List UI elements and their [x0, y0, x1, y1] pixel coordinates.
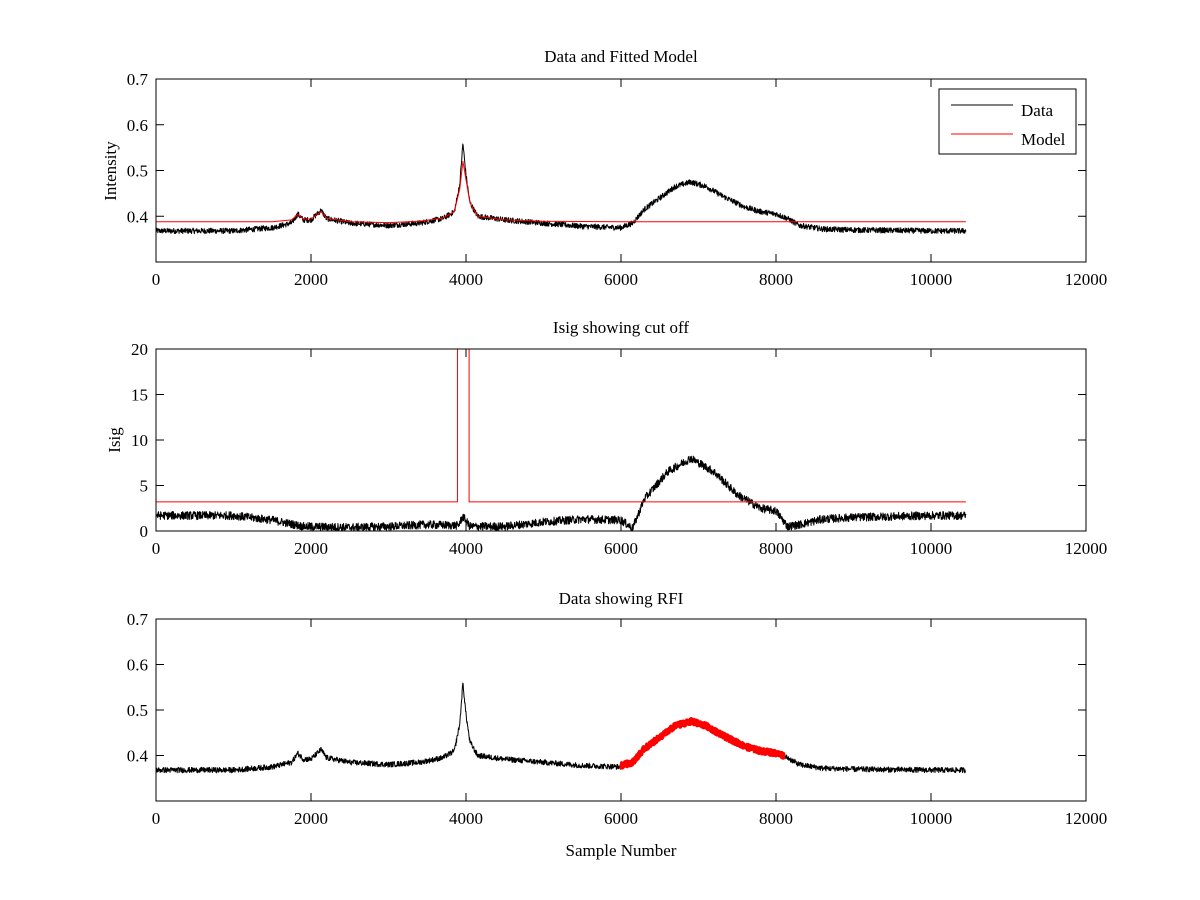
series-line-series-1 [619, 717, 786, 770]
y-tick-label: 0.4 [127, 207, 149, 226]
x-axis-label: Sample Number [566, 841, 677, 860]
y-tick-label: 10 [131, 431, 148, 450]
series-line-model [156, 160, 966, 224]
axis-layer: 0 2000 4000 6000 8000 10000 12000 0.4 0.5 0.6 0.7 [127, 70, 1108, 289]
series-line-data [156, 143, 967, 235]
y-tick-label: 0.4 [127, 747, 149, 766]
x-tick-label: 0 [152, 270, 161, 289]
y-axis-label: Isig [105, 427, 124, 453]
x-tick-label: 12000 [1065, 809, 1108, 828]
x-tick-label: 4000 [449, 809, 483, 828]
x-tick-label: 2000 [294, 270, 328, 289]
panel-data-and-fitted-model: Data and Fitted Model Intensity 0 2000 400… [101, 47, 1107, 289]
legend-box [938, 88, 1077, 155]
series-line-series-0 [156, 455, 967, 531]
axis-layer: 0 2000 4000 6000 8000 10000 12000 0 5 10 15 20 [131, 340, 1107, 558]
plot-area [156, 143, 967, 235]
x-tick-label: 12000 [1065, 539, 1108, 558]
plot-area [156, 349, 967, 531]
legend: Data Model [938, 88, 1077, 155]
x-tick-label: 6000 [604, 270, 638, 289]
y-tick-label: 0.6 [127, 656, 148, 675]
y-tick-label: 0.7 [127, 70, 149, 89]
x-tick-label: 4000 [449, 539, 483, 558]
chart-title: Data showing RFI [559, 589, 684, 608]
series-line-series-0 [156, 682, 967, 774]
chart-title: Data and Fitted Model [544, 47, 698, 66]
x-tick-label: 8000 [759, 809, 793, 828]
x-tick-label: 0 [152, 809, 161, 828]
x-tick-label: 2000 [294, 809, 328, 828]
panel-isig-showing-cut-off: Isig showing cut off Isig 0 2000 4000 6000 8… [105, 318, 1107, 558]
chart-title: Isig showing cut off [553, 318, 689, 337]
x-tick-label: 10000 [910, 270, 953, 289]
y-tick-label: 0.6 [127, 116, 148, 135]
y-tick-label: 0.5 [127, 701, 148, 720]
series-layer [156, 349, 967, 531]
x-tick-label: 10000 [910, 809, 953, 828]
x-tick-label: 4000 [449, 270, 483, 289]
y-axis-label: Intensity [101, 141, 120, 201]
y-tick-label: 5 [140, 477, 149, 496]
y-tick-label: 0.5 [127, 162, 148, 181]
legend-label-data: Data [1021, 101, 1054, 120]
x-tick-label: 12000 [1065, 270, 1108, 289]
y-tick-label: 0.7 [127, 610, 149, 629]
panel-data-showing-rfi: Data showing RFI Sample Number 0 2000 4000… [127, 589, 1108, 860]
x-tick-label: 8000 [759, 539, 793, 558]
legend-label-model: Model [1021, 130, 1066, 149]
y-tick-label: 0 [140, 522, 149, 541]
series-layer [156, 143, 967, 235]
series-layer [156, 682, 967, 774]
series-line-series-1 [156, 349, 966, 503]
x-tick-label: 10000 [910, 539, 953, 558]
x-tick-label: 0 [152, 539, 161, 558]
x-tick-label: 6000 [604, 539, 638, 558]
y-tick-label: 15 [131, 386, 148, 405]
y-tick-label: 20 [131, 340, 148, 359]
axis-layer: 0 2000 4000 6000 8000 10000 12000 0.4 0.5 0.6 0.7 [127, 610, 1108, 828]
x-tick-label: 8000 [759, 270, 793, 289]
plot-area [156, 682, 967, 774]
x-tick-label: 6000 [604, 809, 638, 828]
x-tick-label: 2000 [294, 539, 328, 558]
